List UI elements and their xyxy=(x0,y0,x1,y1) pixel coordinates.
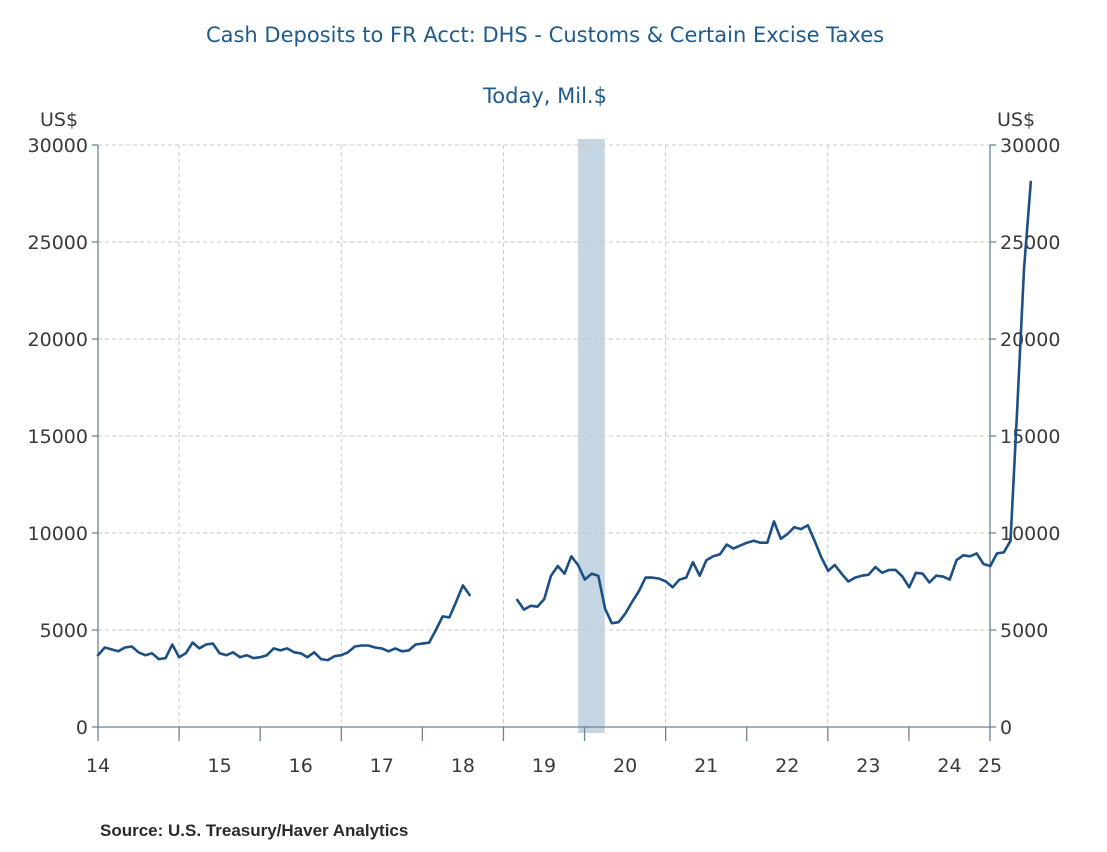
x-tick-label: 19 xyxy=(532,755,556,777)
chart-title: Cash Deposits to FR Acct: DHS - Customs … xyxy=(206,23,884,47)
x-tick-label: 24 xyxy=(937,755,961,777)
right-axis-unit-label: US$ xyxy=(997,109,1035,131)
y-tick-label-right: 10000 xyxy=(1000,523,1060,545)
x-tick-label: 18 xyxy=(451,755,475,777)
source-note: Source: U.S. Treasury/Haver Analytics xyxy=(100,821,408,840)
gridlines xyxy=(98,144,990,727)
y-tick-label-left: 20000 xyxy=(28,329,88,351)
x-tick-label: 21 xyxy=(694,755,718,777)
y-tick-label-right: 25000 xyxy=(1000,232,1060,254)
y-tick-label-left: 5000 xyxy=(40,620,88,642)
x-tick-label: 23 xyxy=(856,755,880,777)
y-tick-label-left: 25000 xyxy=(28,232,88,254)
y-axis-ticks: 0 0 5000 5000 10000 10000 15000 15000 20000 20000… xyxy=(28,135,1061,739)
series-layer xyxy=(96,180,1033,662)
x-tick-label: 15 xyxy=(208,755,232,777)
left-axis-unit-label: US$ xyxy=(40,109,78,131)
y-tick-label-left: 15000 xyxy=(28,426,88,448)
y-tick-label-right: 5000 xyxy=(1000,620,1048,642)
y-tick-label-right: 0 xyxy=(1000,717,1012,739)
x-tick-label: 17 xyxy=(370,755,394,777)
x-tick-label: 20 xyxy=(613,755,637,777)
x-tick-label: 25 xyxy=(978,755,1002,777)
y-tick-label-right: 20000 xyxy=(1000,329,1060,351)
chart-subtitle: Today, Mil.$ xyxy=(482,84,607,108)
series-line-segment xyxy=(515,180,1033,625)
x-tick-label: 22 xyxy=(775,755,799,777)
y-tick-label-right: 15000 xyxy=(1000,426,1060,448)
x-tick-label: 16 xyxy=(289,755,313,777)
y-tick-label-right: 30000 xyxy=(1000,135,1060,157)
y-tick-label-left: 0 xyxy=(76,717,88,739)
x-axis-ticks: 14 15 16 17 18 19 20 21 22 23 24 25 xyxy=(86,727,1002,777)
y-tick-label-left: 10000 xyxy=(28,523,88,545)
y-tick-label-left: 30000 xyxy=(28,135,88,157)
x-tick-label: 14 xyxy=(86,755,110,777)
series-line-segment xyxy=(96,584,472,662)
